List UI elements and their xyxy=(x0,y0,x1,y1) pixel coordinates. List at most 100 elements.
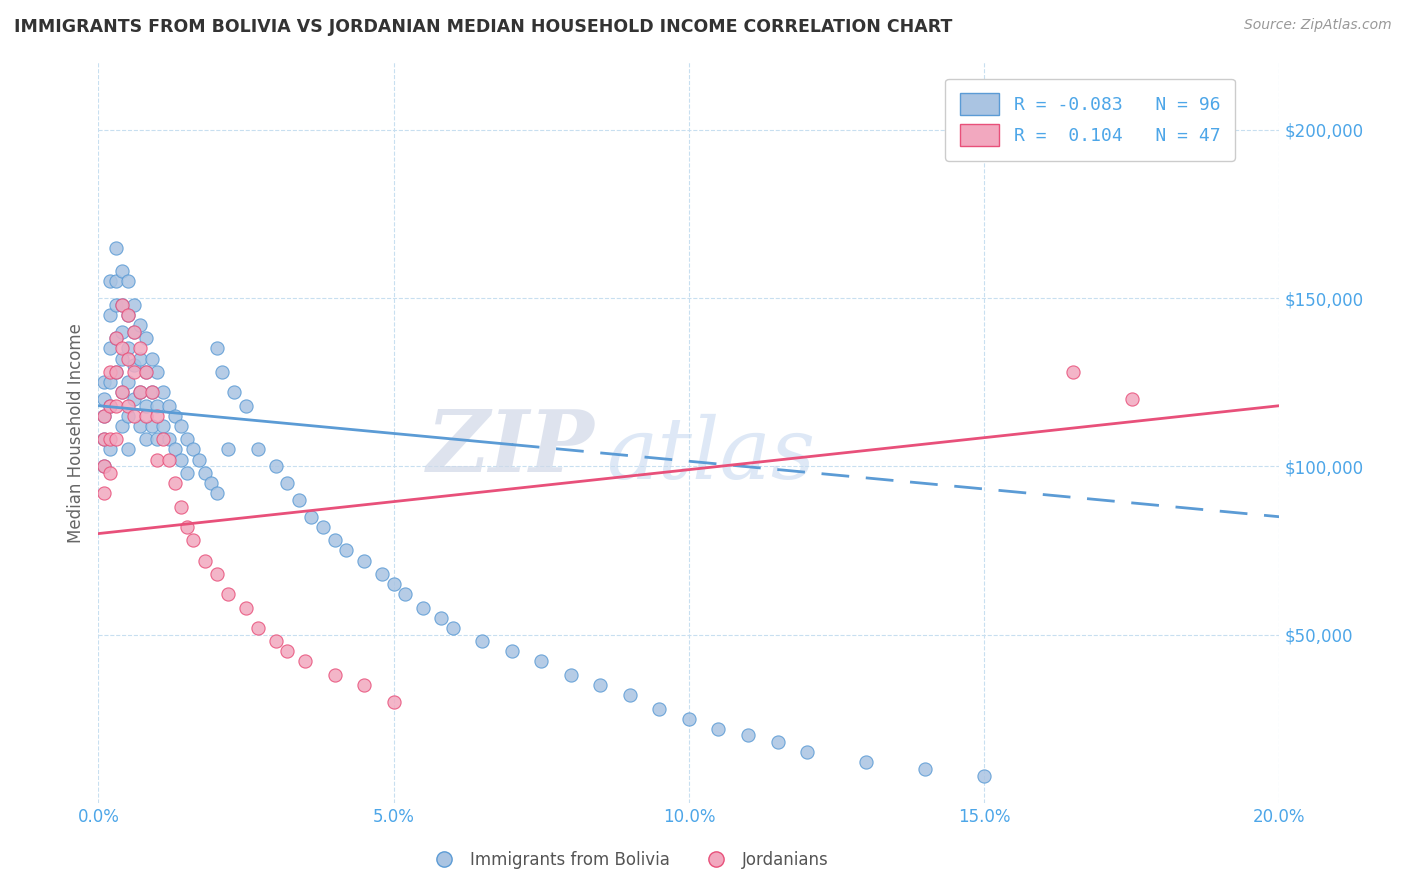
Point xyxy=(246,442,269,457)
Point xyxy=(176,466,198,480)
Text: Source: ZipAtlas.com: Source: ZipAtlas.com xyxy=(1244,18,1392,32)
Point xyxy=(165,409,187,423)
Point xyxy=(141,385,163,400)
Point xyxy=(276,476,298,491)
Point xyxy=(648,701,671,715)
Point xyxy=(93,409,115,423)
Point xyxy=(170,418,193,433)
Point xyxy=(117,399,139,413)
Point xyxy=(105,331,128,345)
Point xyxy=(165,476,187,491)
Point xyxy=(353,678,375,692)
Legend: Immigrants from Bolivia, Jordanians: Immigrants from Bolivia, Jordanians xyxy=(425,845,835,876)
Point xyxy=(299,509,322,524)
Point xyxy=(707,722,730,736)
Point xyxy=(98,399,121,413)
Point xyxy=(98,342,121,356)
Point xyxy=(93,409,115,423)
Point xyxy=(1121,392,1143,406)
Point xyxy=(141,351,163,366)
Text: atlas: atlas xyxy=(606,414,815,496)
Point xyxy=(855,756,877,770)
Text: ZIP: ZIP xyxy=(426,406,595,489)
Point xyxy=(353,553,375,567)
Point xyxy=(224,385,246,400)
Point xyxy=(117,274,139,288)
Point xyxy=(501,644,523,658)
Point xyxy=(335,543,357,558)
Point xyxy=(105,365,128,379)
Point xyxy=(117,442,139,457)
Point xyxy=(766,735,789,749)
Point xyxy=(146,399,169,413)
Point xyxy=(264,634,287,648)
Point xyxy=(111,351,134,366)
Point xyxy=(619,688,641,702)
Point xyxy=(157,433,180,447)
Point xyxy=(294,655,316,669)
Point xyxy=(98,308,121,322)
Point xyxy=(122,298,145,312)
Point xyxy=(105,240,128,255)
Point xyxy=(141,418,163,433)
Point xyxy=(93,433,115,447)
Point xyxy=(146,433,169,447)
Point xyxy=(914,762,936,776)
Point xyxy=(93,392,115,406)
Point xyxy=(441,621,464,635)
Point xyxy=(152,433,174,447)
Point xyxy=(187,452,209,467)
Point xyxy=(135,409,157,423)
Point xyxy=(128,318,150,332)
Point xyxy=(98,442,121,457)
Point xyxy=(105,331,128,345)
Point xyxy=(117,375,139,389)
Point xyxy=(176,520,198,534)
Point xyxy=(135,365,157,379)
Point xyxy=(117,308,139,322)
Point xyxy=(796,745,818,759)
Point xyxy=(217,442,239,457)
Point xyxy=(152,385,174,400)
Point xyxy=(165,442,187,457)
Point xyxy=(200,476,222,491)
Point xyxy=(111,385,134,400)
Point xyxy=(93,433,115,447)
Point xyxy=(1062,365,1084,379)
Point xyxy=(205,566,228,581)
Point xyxy=(135,365,157,379)
Point xyxy=(122,365,145,379)
Point xyxy=(128,342,150,356)
Point xyxy=(737,729,759,743)
Point xyxy=(589,678,612,692)
Point xyxy=(170,452,193,467)
Point xyxy=(530,655,553,669)
Y-axis label: Median Household Income: Median Household Income xyxy=(66,323,84,542)
Point xyxy=(111,418,134,433)
Point xyxy=(560,668,582,682)
Point xyxy=(194,553,217,567)
Point xyxy=(157,399,180,413)
Point xyxy=(135,433,157,447)
Point xyxy=(98,466,121,480)
Point xyxy=(105,433,128,447)
Point xyxy=(181,442,204,457)
Point xyxy=(181,533,204,548)
Point xyxy=(111,325,134,339)
Point xyxy=(135,331,157,345)
Point xyxy=(152,418,174,433)
Point xyxy=(205,342,228,356)
Point xyxy=(146,365,169,379)
Point xyxy=(117,351,139,366)
Point xyxy=(157,452,180,467)
Point xyxy=(98,365,121,379)
Point xyxy=(122,392,145,406)
Point xyxy=(111,342,134,356)
Point xyxy=(235,399,257,413)
Point xyxy=(122,325,145,339)
Point xyxy=(288,492,311,507)
Point xyxy=(122,359,145,373)
Point xyxy=(128,385,150,400)
Text: IMMIGRANTS FROM BOLIVIA VS JORDANIAN MEDIAN HOUSEHOLD INCOME CORRELATION CHART: IMMIGRANTS FROM BOLIVIA VS JORDANIAN MED… xyxy=(14,18,952,36)
Point xyxy=(117,409,139,423)
